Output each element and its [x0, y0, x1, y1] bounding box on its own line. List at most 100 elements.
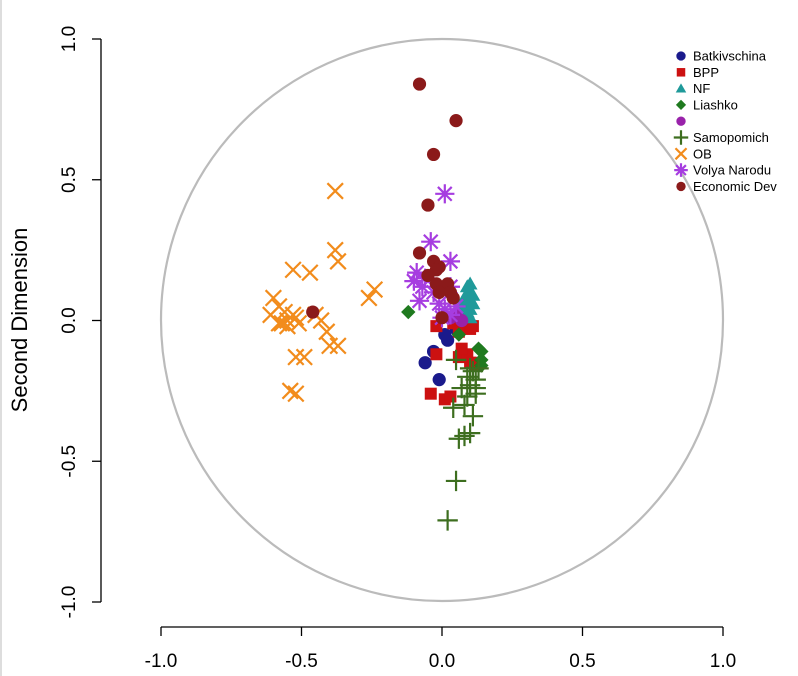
point-diamond [474, 344, 489, 359]
point-x [284, 306, 302, 324]
point-plus [459, 422, 481, 444]
point-asterisk [435, 184, 455, 204]
legend-marker [676, 181, 686, 192]
legend-marker [673, 130, 689, 145]
points [262, 77, 489, 531]
point-x [273, 314, 291, 332]
point-x [290, 314, 308, 332]
point-square [430, 348, 443, 361]
point-asterisk [412, 277, 432, 297]
point-x [287, 385, 305, 403]
legend-marker [674, 163, 688, 177]
legend-marker [675, 83, 687, 93]
legend-label: Samopomich [693, 130, 769, 145]
point-circle [432, 373, 446, 387]
x-tick-label: 0.0 [429, 651, 455, 672]
legend-label: NF [693, 81, 710, 96]
point-triangle [462, 276, 478, 290]
point-asterisk [440, 251, 461, 271]
point-plus [457, 386, 478, 407]
point-x [278, 317, 297, 335]
y-axis-title: Second Dimension [7, 228, 32, 413]
point-circle [455, 313, 469, 328]
point-circle [435, 311, 449, 325]
point-x [365, 280, 384, 299]
point-x [318, 323, 336, 341]
axes [100, 39, 723, 628]
legend-label: Economic Dev [693, 179, 777, 194]
y-tick-label: 1.0 [59, 26, 80, 52]
point-circle [418, 356, 432, 370]
point-x [281, 382, 299, 400]
point-square [424, 387, 437, 400]
point-x [329, 337, 347, 355]
legend-label: Liashko [693, 97, 738, 112]
point-circle [412, 77, 427, 91]
legend-label: Volya Narodu [693, 163, 771, 178]
point-x [360, 289, 378, 307]
y-tick-label: -0.5 [59, 445, 80, 478]
point-asterisk [440, 305, 461, 325]
legend-marker [676, 68, 686, 77]
point-plus [462, 360, 484, 382]
y-tick-label: 0.5 [59, 167, 80, 193]
point-plus [445, 470, 467, 492]
point-triangle [465, 296, 481, 310]
point-plus [457, 366, 478, 387]
point-triangle [465, 287, 481, 301]
point-circle [446, 291, 460, 305]
point-x [321, 337, 339, 355]
point-x [326, 182, 344, 200]
ticks: -1.0 -0.5 0.0 0.5 1.0 -1.0 -0.5 0.0 0.5 1.0 [59, 26, 736, 672]
point-circle [412, 246, 427, 260]
point-diamond [401, 304, 416, 320]
unit-circle [159, 37, 725, 603]
x-tick-label: -1.0 [145, 651, 178, 672]
point-x [326, 241, 344, 259]
point-circle [449, 114, 463, 128]
legend-label: Batkivschina [693, 49, 767, 64]
point-x [287, 348, 305, 366]
point-asterisk [421, 232, 441, 252]
legend-label: OB [693, 146, 712, 161]
legend-label: BPP [693, 65, 719, 80]
point-square [464, 322, 477, 335]
point-x [284, 261, 302, 279]
legend-marker [674, 147, 688, 161]
point-square [455, 342, 468, 355]
point-x [301, 264, 319, 282]
point-x [264, 289, 282, 307]
legend-marker [675, 99, 687, 110]
legend-marker [676, 116, 686, 126]
point-circle [426, 147, 441, 162]
point-plus [454, 394, 475, 416]
point-circle [306, 305, 320, 319]
point-plus [465, 377, 486, 399]
point-plus [445, 349, 467, 371]
point-diamond [451, 327, 467, 342]
x-tick-label: 1.0 [710, 651, 736, 672]
point-plus [454, 425, 475, 447]
point-asterisk [409, 291, 430, 311]
left-edge-rule [0, 0, 2, 676]
point-asterisk [407, 263, 427, 283]
point-plus [437, 510, 458, 531]
legend-marker [676, 51, 686, 61]
y-tick-label: -1.0 [59, 586, 80, 619]
point-plus [443, 397, 464, 418]
point-x [329, 252, 347, 270]
point-square [444, 390, 457, 403]
point-plus [448, 428, 470, 449]
x-tick-label: 0.5 [569, 651, 595, 672]
point-x [295, 348, 313, 366]
point-circle [421, 268, 435, 283]
x-tick-label: -0.5 [285, 651, 318, 672]
point-circle [421, 198, 435, 212]
point-plus [459, 358, 481, 379]
point-asterisk [404, 271, 424, 291]
point-asterisk [446, 296, 466, 317]
y-tick-label: 0.0 [59, 307, 80, 333]
point-plus [462, 406, 484, 427]
